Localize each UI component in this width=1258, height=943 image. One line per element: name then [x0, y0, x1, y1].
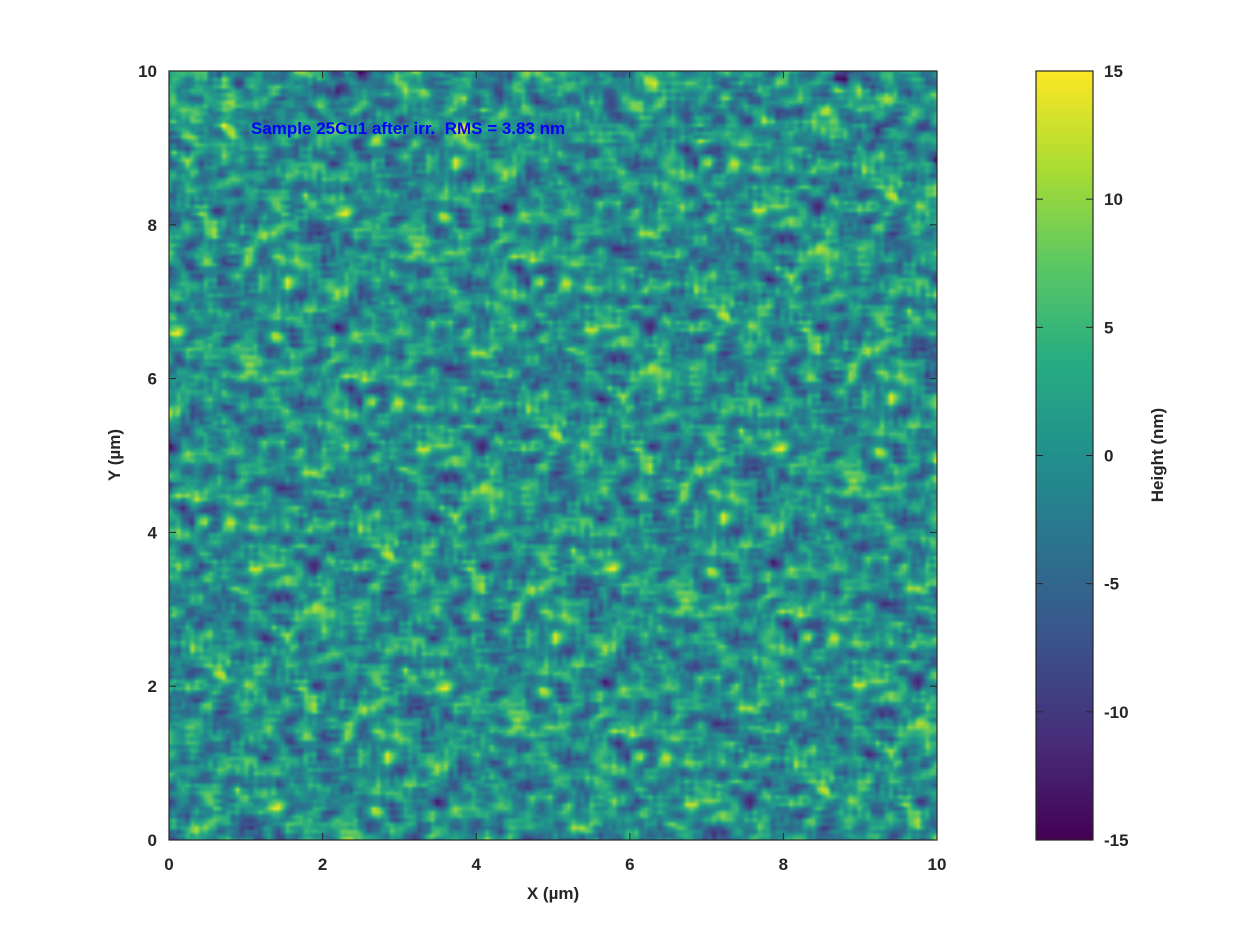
colorbar-tick-label: 5	[1104, 318, 1113, 337]
y-tick-label: 4	[148, 523, 158, 542]
colorbar-tick-label: 0	[1104, 447, 1113, 466]
colorbar-gradient	[1036, 71, 1093, 840]
colorbar-tick-label: 10	[1104, 190, 1123, 209]
colorbar-tick-label: 15	[1104, 62, 1123, 81]
y-axis-label: Y (µm)	[105, 429, 124, 481]
colorbar-label: Height (nm)	[1148, 408, 1167, 502]
y-tick-label: 8	[148, 216, 157, 235]
x-axis-label: X (µm)	[527, 884, 579, 903]
x-tick-label: 4	[471, 855, 481, 874]
colorbar-tick-label: -10	[1104, 703, 1129, 722]
y-tick-label: 0	[148, 831, 157, 850]
x-tick-label: 2	[318, 855, 327, 874]
y-tick-label: 10	[138, 62, 157, 81]
x-tick-label: 0	[164, 855, 173, 874]
plot-frame	[168, 70, 938, 841]
colorbar-tick-label: -5	[1104, 575, 1119, 594]
x-tick-label: 10	[928, 855, 947, 874]
y-tick-label: 6	[148, 370, 157, 389]
y-tick-label: 2	[148, 677, 157, 696]
colorbar-frame	[1035, 70, 1094, 841]
colorbar-tick-label: -15	[1104, 831, 1129, 850]
annotation: Sample 25Cu1 after irr. RMS = 3.83 nm	[251, 119, 566, 138]
x-tick-label: 6	[625, 855, 634, 874]
height-map	[169, 71, 937, 840]
x-tick-label: 8	[779, 855, 788, 874]
